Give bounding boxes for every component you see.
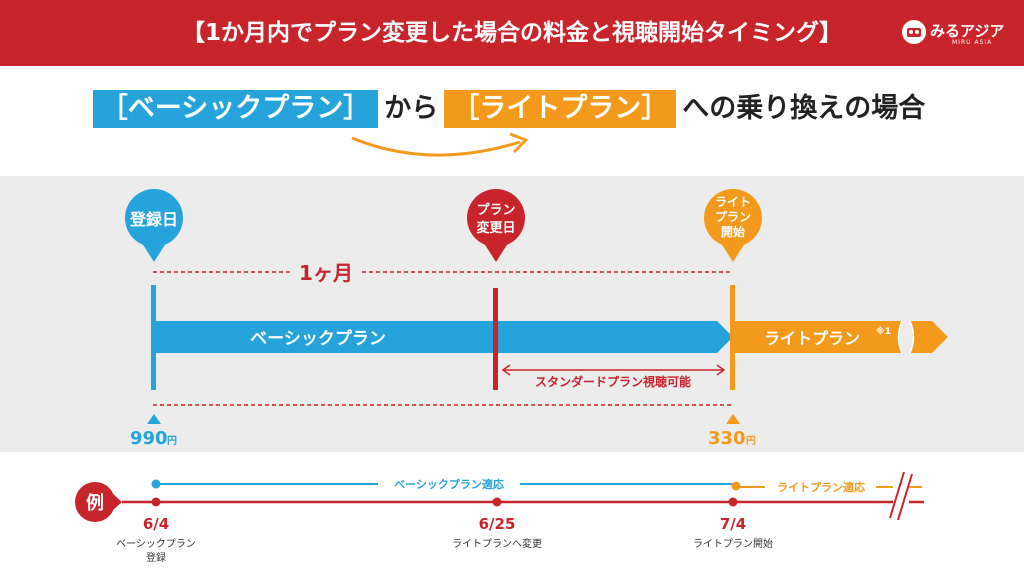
change-label-line2: 変更日 bbox=[476, 220, 515, 236]
logo-icon bbox=[902, 20, 926, 44]
example-base-line bbox=[122, 471, 924, 521]
one-month-bracket: 1ヶ月 bbox=[153, 261, 733, 406]
lite-price: 330 bbox=[708, 428, 746, 449]
register-pin: 登録日 bbox=[125, 189, 183, 262]
lite-plan-note: ※1 bbox=[876, 326, 891, 337]
caption-register-line1: ベーシックプラン bbox=[116, 538, 196, 550]
lite-start-tick bbox=[730, 285, 735, 390]
standard-range-arrow: スタンダードプラン視聴可能 bbox=[501, 364, 726, 389]
subtitle: ［ベーシックプラン］ から ［ライトプラン］ への乗り換えの場合 bbox=[0, 86, 1024, 128]
basic-price-unit: 円 bbox=[167, 435, 177, 447]
register-label: 登録日 bbox=[129, 210, 178, 229]
brand-logo: みるアジア MIRU ASIA bbox=[900, 18, 1010, 50]
date-lite-start: 7/4 bbox=[720, 515, 746, 533]
logo-subtext: MIRU ASIA bbox=[952, 39, 993, 46]
register-tick bbox=[151, 285, 156, 390]
lite-label-line2: プラン bbox=[715, 209, 751, 224]
logo-text: みるアジア bbox=[930, 22, 1005, 40]
basic-plan-bar: ベーシックプラン bbox=[155, 321, 733, 353]
to-plan-label: ［ライトプラン］ bbox=[444, 90, 677, 128]
lite-label-line1: ライト bbox=[715, 195, 751, 209]
basic-price-pointer-icon bbox=[147, 414, 161, 424]
lite-plan-bar: ライトプラン ※1 bbox=[735, 320, 948, 354]
change-pin: プラン 変更日 bbox=[467, 189, 525, 262]
connector-text: から bbox=[384, 93, 439, 124]
basic-apply-line: ベーシックプラン適応 bbox=[151, 477, 733, 491]
date-change: 6/25 bbox=[479, 515, 516, 533]
standard-range-label: スタンダードプラン視聴可能 bbox=[535, 374, 691, 389]
lite-plan-bar-label: ライトプラン bbox=[764, 329, 860, 348]
change-label-line1: プラン bbox=[476, 203, 515, 218]
caption-change: ライトプランへ変更 bbox=[452, 537, 542, 550]
date-register: 6/4 bbox=[143, 515, 169, 533]
basic-plan-bar-label: ベーシックプラン bbox=[250, 328, 386, 349]
lite-start-pin: ライト プラン 開始 bbox=[704, 189, 762, 262]
lite-label-line3: 開始 bbox=[721, 224, 745, 239]
header-bar: 【1か月内でプラン変更した場合の料金と視聴開始タイミング】 みるアジア MIRU… bbox=[0, 0, 1024, 66]
subtitle-suffix: への乗り換えの場合 bbox=[682, 93, 926, 124]
from-plan-label: ［ベーシックプラン］ bbox=[92, 90, 379, 128]
example-badge: 例 bbox=[75, 482, 122, 522]
lite-price-pointer-icon bbox=[726, 414, 740, 424]
basic-price: 990 bbox=[130, 428, 168, 449]
switch-arrow-icon bbox=[351, 132, 528, 157]
one-month-label: 1ヶ月 bbox=[299, 261, 353, 285]
basic-apply-label: ベーシックプラン適応 bbox=[394, 477, 504, 491]
example-badge-label: 例 bbox=[86, 492, 104, 514]
change-tick bbox=[493, 288, 498, 390]
page-title: 【1か月内でプラン変更した場合の料金と視聴開始タイミング】 bbox=[181, 20, 842, 46]
lite-apply-label: ライトプラン適応 bbox=[777, 480, 865, 494]
caption-lite-start: ライトプラン開始 bbox=[693, 537, 773, 550]
caption-register-line2: 登録 bbox=[146, 551, 166, 564]
lite-price-unit: 円 bbox=[746, 435, 756, 447]
